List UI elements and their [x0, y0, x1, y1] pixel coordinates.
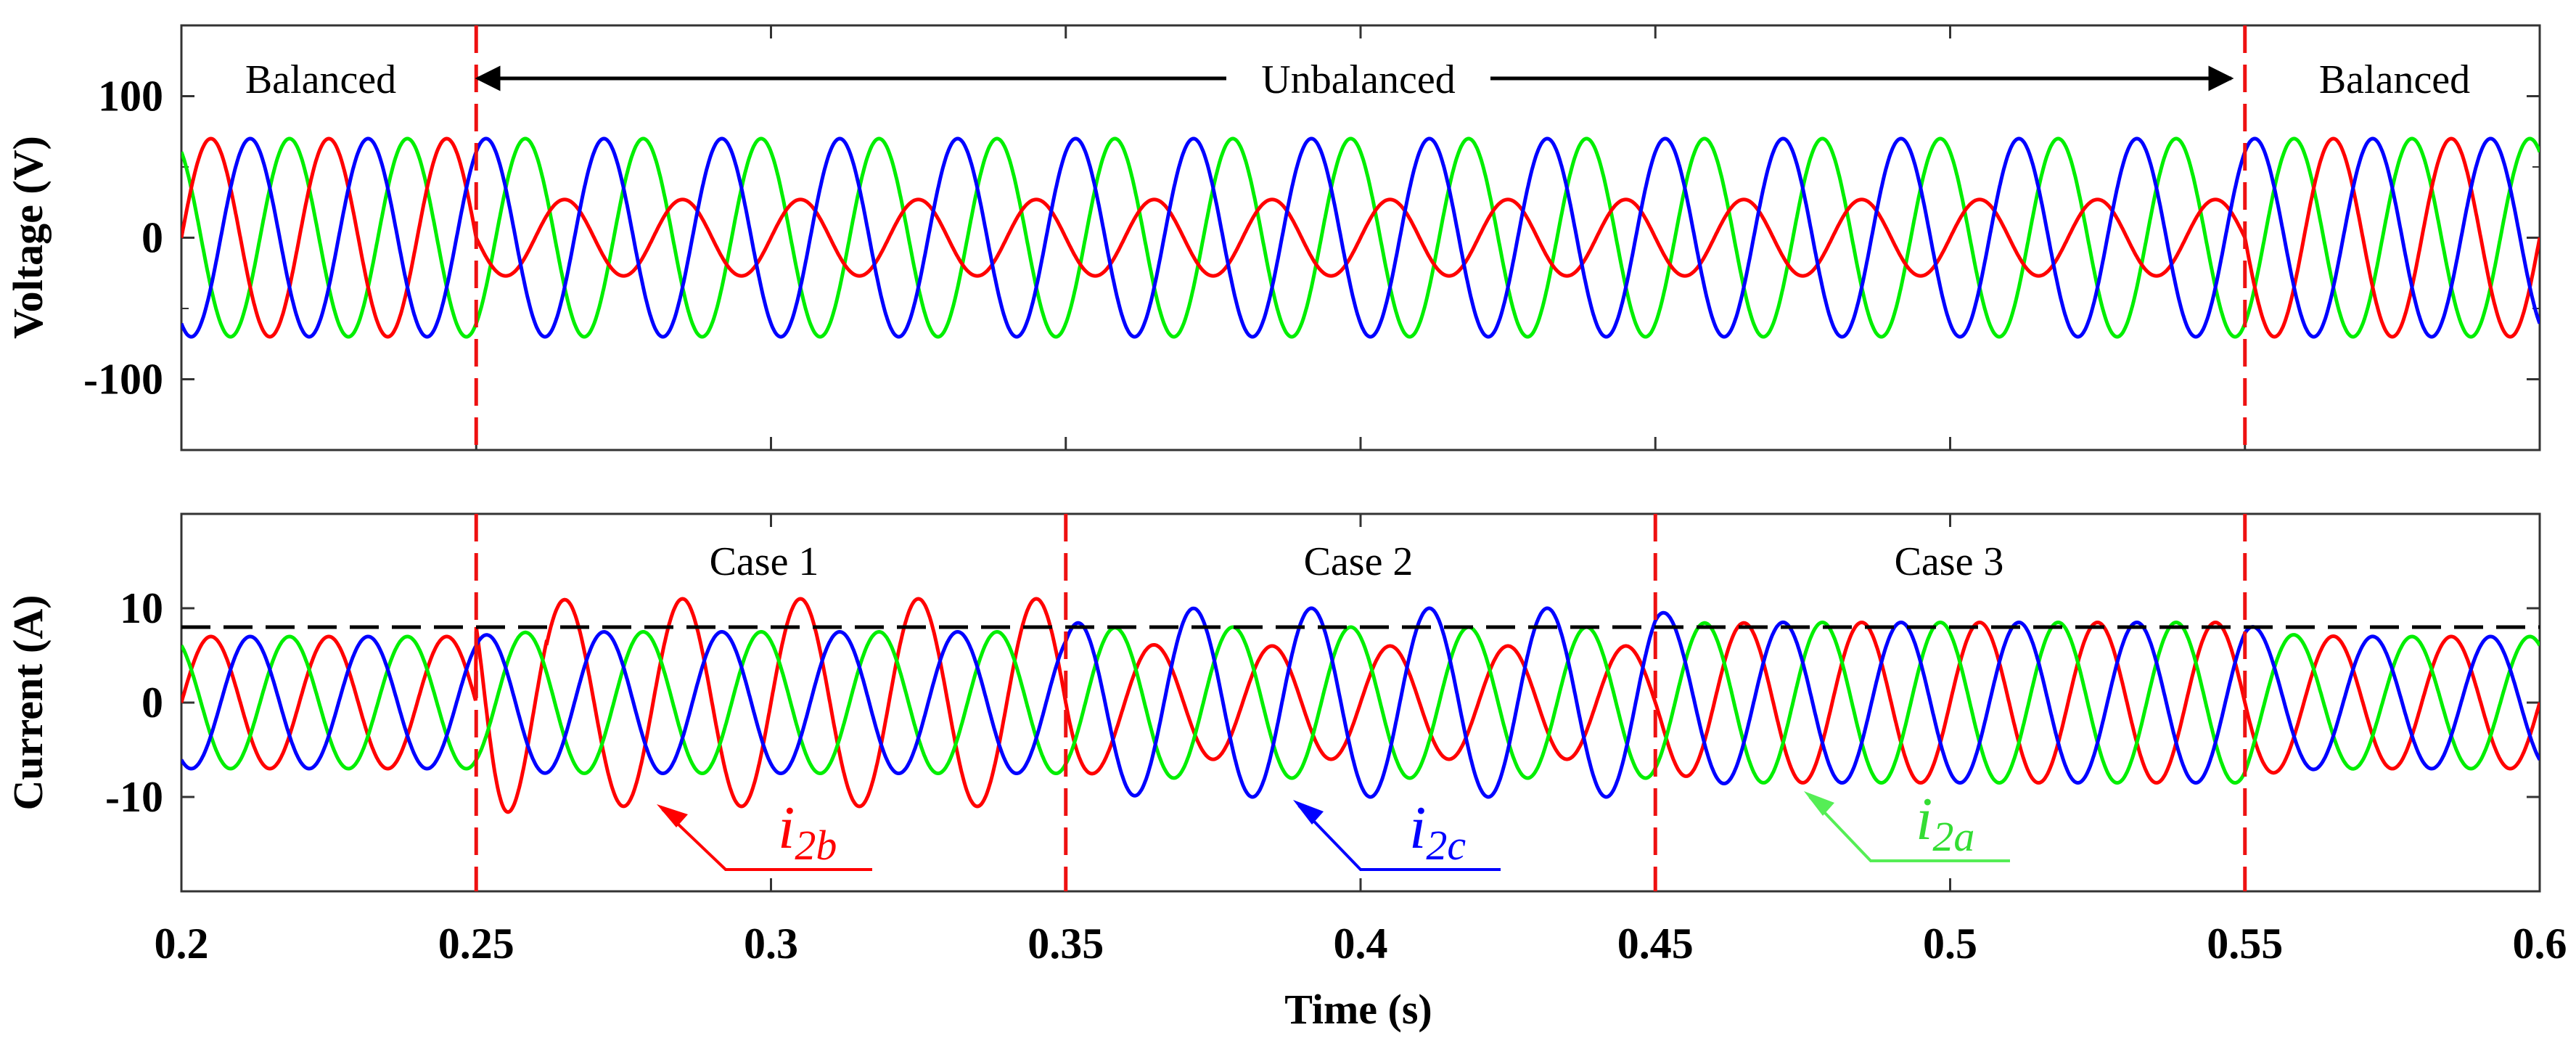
x-tick-label: 0.6 [2513, 920, 2567, 968]
x-tick-label: 0.2 [155, 920, 209, 968]
svg-text:i2b: i2b [778, 794, 837, 869]
voltage-y-tick-label: 0 [141, 214, 163, 262]
current-series-i2a [181, 621, 2540, 785]
current-series-i2b [181, 597, 2540, 814]
voltage-series-phase-a [181, 136, 2540, 339]
voltage-y-axis-title: Voltage (V) [4, 136, 52, 339]
trace-label-i2c-sub: 2c [1426, 822, 1466, 869]
x-tick-label: 0.45 [1617, 920, 1694, 968]
case-label-1: Case 1 [710, 539, 819, 584]
voltage-y-tick-label: 100 [98, 73, 163, 120]
current-y-axis-title: Current (A) [4, 595, 52, 811]
x-tick-label: 0.35 [1027, 920, 1104, 968]
current-y-tick-label: -10 [105, 773, 163, 821]
voltage-series-phase-b [181, 136, 2540, 339]
current-series [181, 597, 2540, 814]
current-y-tick-label: 0 [141, 679, 163, 727]
voltage-event-lines [474, 25, 2247, 450]
current-event-lines [474, 514, 2247, 891]
trace-label-i2a-sub: 2a [1932, 813, 1974, 860]
x-tick-label: 0.4 [1334, 920, 1388, 968]
x-tick-label: 0.3 [744, 920, 798, 968]
trace-label-i2c-main: i [1409, 794, 1426, 862]
trace-annotation-i2c: i2c [1293, 794, 1501, 871]
x-axis-title: Time (s) [1284, 986, 1432, 1033]
trace-label-i2b-sub: 2b [795, 822, 837, 869]
current-series-i2c [181, 606, 2540, 799]
region-label-balanced-left: Balanced [245, 57, 396, 102]
region-label-balanced-right: Balanced [2319, 57, 2470, 102]
trace-label-i2b-main: i [778, 794, 795, 862]
voltage-series [181, 136, 2540, 339]
case-label-2: Case 2 [1304, 539, 1414, 584]
x-tick-label: 0.55 [2207, 920, 2283, 968]
x-tick-label: 0.25 [438, 920, 514, 968]
svg-text:i2c: i2c [1409, 794, 1466, 869]
trace-label-i2a-main: i [1916, 785, 1932, 853]
voltage-series-phase-c [181, 136, 2540, 339]
time-x-tick-labels: 0.2 0.25 0.3 0.35 0.4 0.45 0.5 0.55 0.6 [155, 920, 2567, 968]
trace-annotation-i2b: i2b [657, 794, 872, 871]
voltage-y-tick-label: -100 [83, 356, 163, 404]
current-y-tick-labels: 10 0 -10 [105, 584, 163, 821]
case-label-3: Case 3 [1895, 539, 2004, 584]
region-label-unbalanced: Unbalanced [1261, 57, 1455, 102]
trace-annotation-i2a: i2a [1804, 785, 2010, 862]
current-y-tick-label: 10 [120, 584, 163, 632]
svg-text:i2a: i2a [1916, 785, 1974, 860]
voltage-y-tick-labels: 100 0 -100 [83, 73, 163, 404]
x-tick-label: 0.5 [1923, 920, 1977, 968]
